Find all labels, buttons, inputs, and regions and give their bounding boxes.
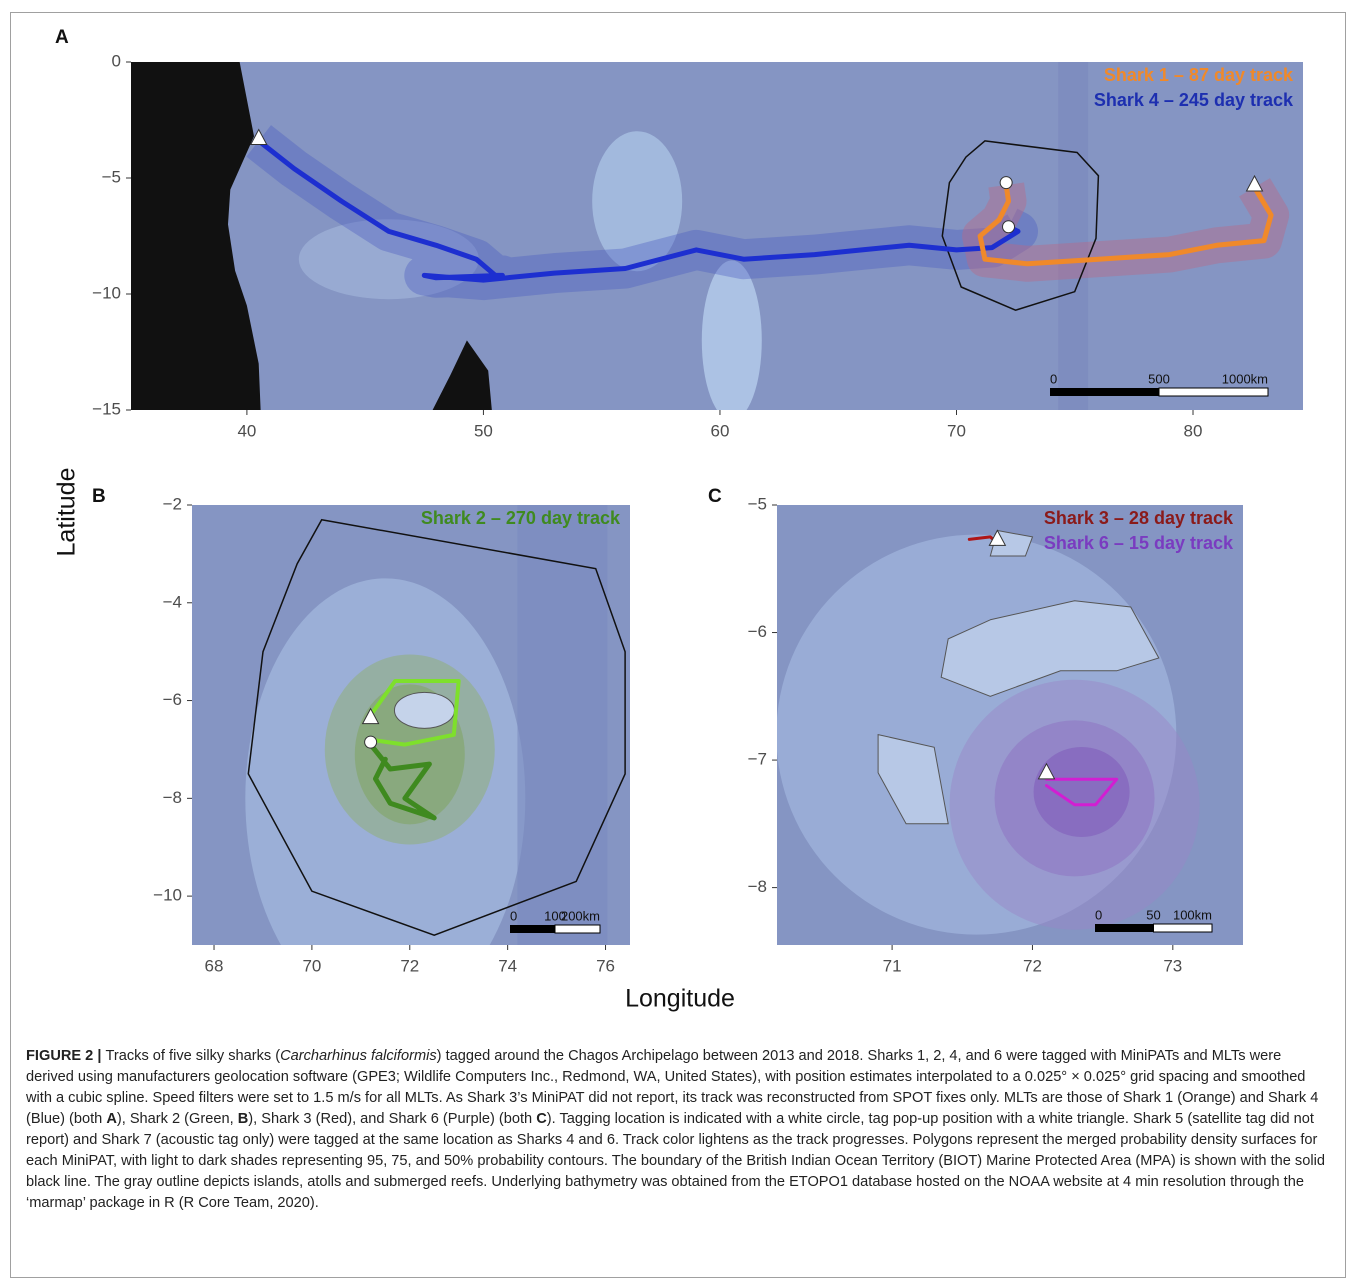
y-tick-label: −10	[92, 283, 121, 302]
x-tick-label: 68	[205, 956, 224, 975]
y-tick-label: −4	[163, 592, 182, 611]
x-tick-label: 40	[237, 421, 256, 440]
tag-marker	[1000, 177, 1012, 189]
scale-label: 0	[1095, 907, 1102, 922]
caption-run: A	[106, 1111, 117, 1127]
scale-label: 0	[510, 908, 517, 923]
scale-bar	[1095, 924, 1154, 932]
scale-label: 500	[1148, 371, 1170, 386]
ridge	[517, 505, 607, 945]
caption-run: Carcharhinus falciformis	[280, 1048, 437, 1064]
scale-label: 200km	[561, 908, 600, 923]
caption-run: B	[238, 1111, 249, 1127]
scale-bar	[510, 925, 555, 933]
x-tick-label: 76	[596, 956, 615, 975]
x-tick-label: 60	[710, 421, 729, 440]
tag-marker	[1003, 221, 1015, 233]
caption-run: ), Shark 2 (Green,	[117, 1111, 238, 1127]
scale-label: 1000km	[1222, 371, 1268, 386]
panel-label: C	[708, 486, 722, 507]
x-tick-label: 71	[883, 956, 902, 975]
legend-entry: Shark 6 – 15 day track	[1044, 533, 1234, 553]
y-tick-label: −7	[748, 750, 767, 769]
y-tick-label: −5	[102, 167, 121, 186]
caption: FIGURE 2 | Tracks of five silky sharks (…	[26, 1046, 1332, 1214]
x-tick-label: 72	[400, 956, 419, 975]
y-tick-label: −10	[153, 886, 182, 905]
legend-entry: Shark 1 – 87 day track	[1104, 65, 1294, 85]
caption-run: FIGURE 2 |	[26, 1048, 106, 1064]
x-tick-label: 72	[1023, 956, 1042, 975]
y-tick-label: −8	[163, 788, 182, 807]
legend-entry: Shark 3 – 28 day track	[1044, 508, 1234, 528]
scale-bar	[1050, 388, 1159, 396]
panel-label: B	[92, 486, 106, 507]
scale-label: 50	[1146, 907, 1160, 922]
scale-label: 100km	[1173, 907, 1212, 922]
shallow	[702, 260, 762, 420]
y-axis-title: Latitude	[53, 468, 81, 557]
caption-run: C	[536, 1111, 547, 1127]
legend-entry: Shark 4 – 245 day track	[1094, 90, 1294, 110]
caption-run: Tracks of five silky sharks (	[106, 1048, 281, 1064]
map-panel	[192, 505, 630, 1018]
x-tick-label: 70	[302, 956, 321, 975]
y-tick-label: −8	[748, 877, 767, 896]
y-tick-label: −5	[748, 494, 767, 513]
scale-bar	[1154, 924, 1213, 932]
y-tick-label: −6	[163, 690, 182, 709]
x-axis-title: Longitude	[625, 985, 735, 1013]
x-tick-label: 70	[947, 421, 966, 440]
page: Latitude Longitude A 40 50 60 70 80 0 −5 −10 −15 S…	[0, 0, 1358, 1282]
caption-run: ), Shark 3 (Red), and Shark 6 (Purple) (…	[248, 1111, 536, 1127]
y-tick-label: −15	[92, 399, 121, 418]
panel-label: A	[55, 27, 69, 48]
island	[394, 692, 454, 728]
x-tick-label: 74	[498, 956, 517, 975]
x-tick-label: 50	[474, 421, 493, 440]
legend-entry: Shark 2 – 270 day track	[421, 508, 621, 528]
ridge	[1058, 62, 1088, 410]
scale-bar	[1159, 388, 1268, 396]
x-tick-label: 80	[1184, 421, 1203, 440]
x-tick-label: 73	[1163, 956, 1182, 975]
map-panel	[776, 505, 1243, 945]
y-tick-label: 0	[112, 51, 121, 70]
tag-marker	[365, 736, 377, 748]
figure: Latitude Longitude A 40 50 60 70 80 0 −5 −10 −15 S…	[0, 0, 1358, 1040]
scale-bar	[555, 925, 600, 933]
y-tick-label: −6	[748, 622, 767, 641]
scale-label: 0	[1050, 371, 1057, 386]
density	[1034, 747, 1130, 837]
y-tick-label: −2	[163, 494, 182, 513]
